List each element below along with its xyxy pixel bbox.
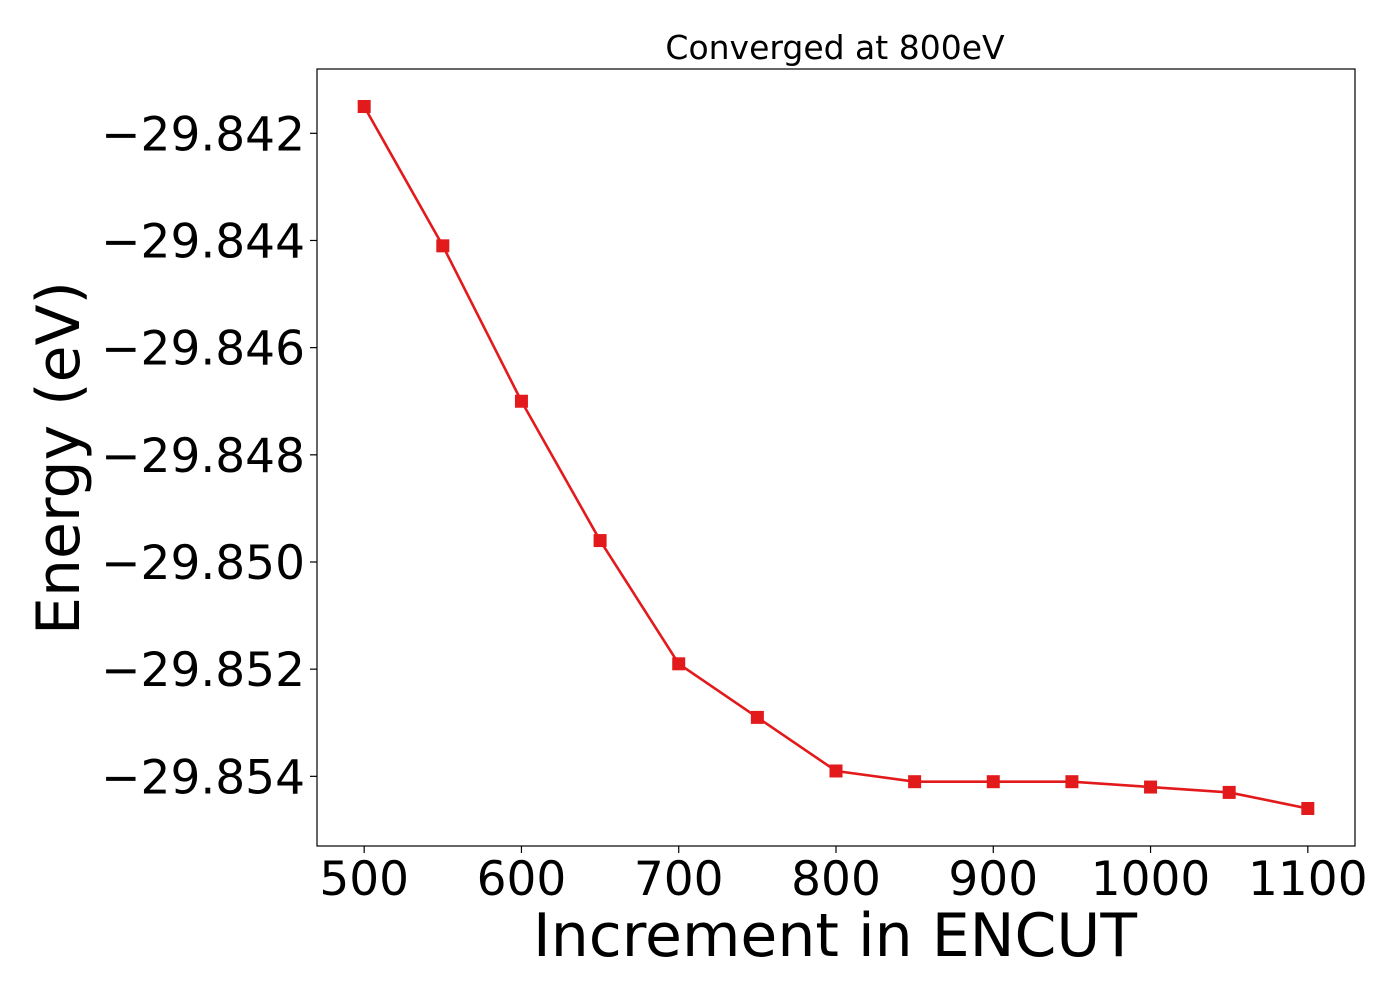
y-tick-label: −29.854 xyxy=(101,750,305,805)
x-axis-ticks: 500 600 700 800 900 1000 1100 xyxy=(319,846,1368,907)
y-axis-label: Energy (eV) xyxy=(24,281,94,635)
data-point-marker xyxy=(908,775,922,789)
x-tick-label: 800 xyxy=(791,852,881,907)
y-tick-label: −29.844 xyxy=(101,214,305,269)
y-tick-label: −29.842 xyxy=(101,107,305,162)
data-point-marker xyxy=(1222,785,1236,799)
x-tick-label: 500 xyxy=(319,852,409,907)
x-tick-label: 600 xyxy=(477,852,567,907)
data-point-marker xyxy=(1301,801,1315,815)
x-axis-label: Increment in ENCUT xyxy=(533,901,1137,971)
y-axis-ticks: −29.842 −29.844 −29.846 −29.848 −29.850 −29.8… xyxy=(101,107,317,805)
x-tick-label: 700 xyxy=(634,852,724,907)
data-point-marker xyxy=(357,100,371,114)
data-point-marker xyxy=(829,764,843,778)
y-tick-label: −29.852 xyxy=(101,643,305,698)
data-point-marker xyxy=(436,239,450,253)
data-point-marker xyxy=(986,775,1000,789)
y-tick-label: −29.846 xyxy=(101,322,305,377)
chart-title: Converged at 800eV xyxy=(665,28,1005,67)
data-point-marker xyxy=(1065,775,1079,789)
data-point-marker xyxy=(593,534,607,548)
x-tick-label: 1100 xyxy=(1248,852,1368,907)
y-tick-label: −29.848 xyxy=(101,429,305,484)
plot-series xyxy=(357,100,1315,815)
data-point-marker xyxy=(750,710,764,724)
data-point-marker xyxy=(1144,780,1158,794)
plot-area-frame xyxy=(316,68,1356,847)
x-tick-label: 1000 xyxy=(1091,852,1211,907)
x-tick-label: 900 xyxy=(948,852,1038,907)
data-point-marker xyxy=(514,394,528,408)
data-point-marker xyxy=(672,657,686,671)
y-tick-label: −29.850 xyxy=(101,536,305,591)
